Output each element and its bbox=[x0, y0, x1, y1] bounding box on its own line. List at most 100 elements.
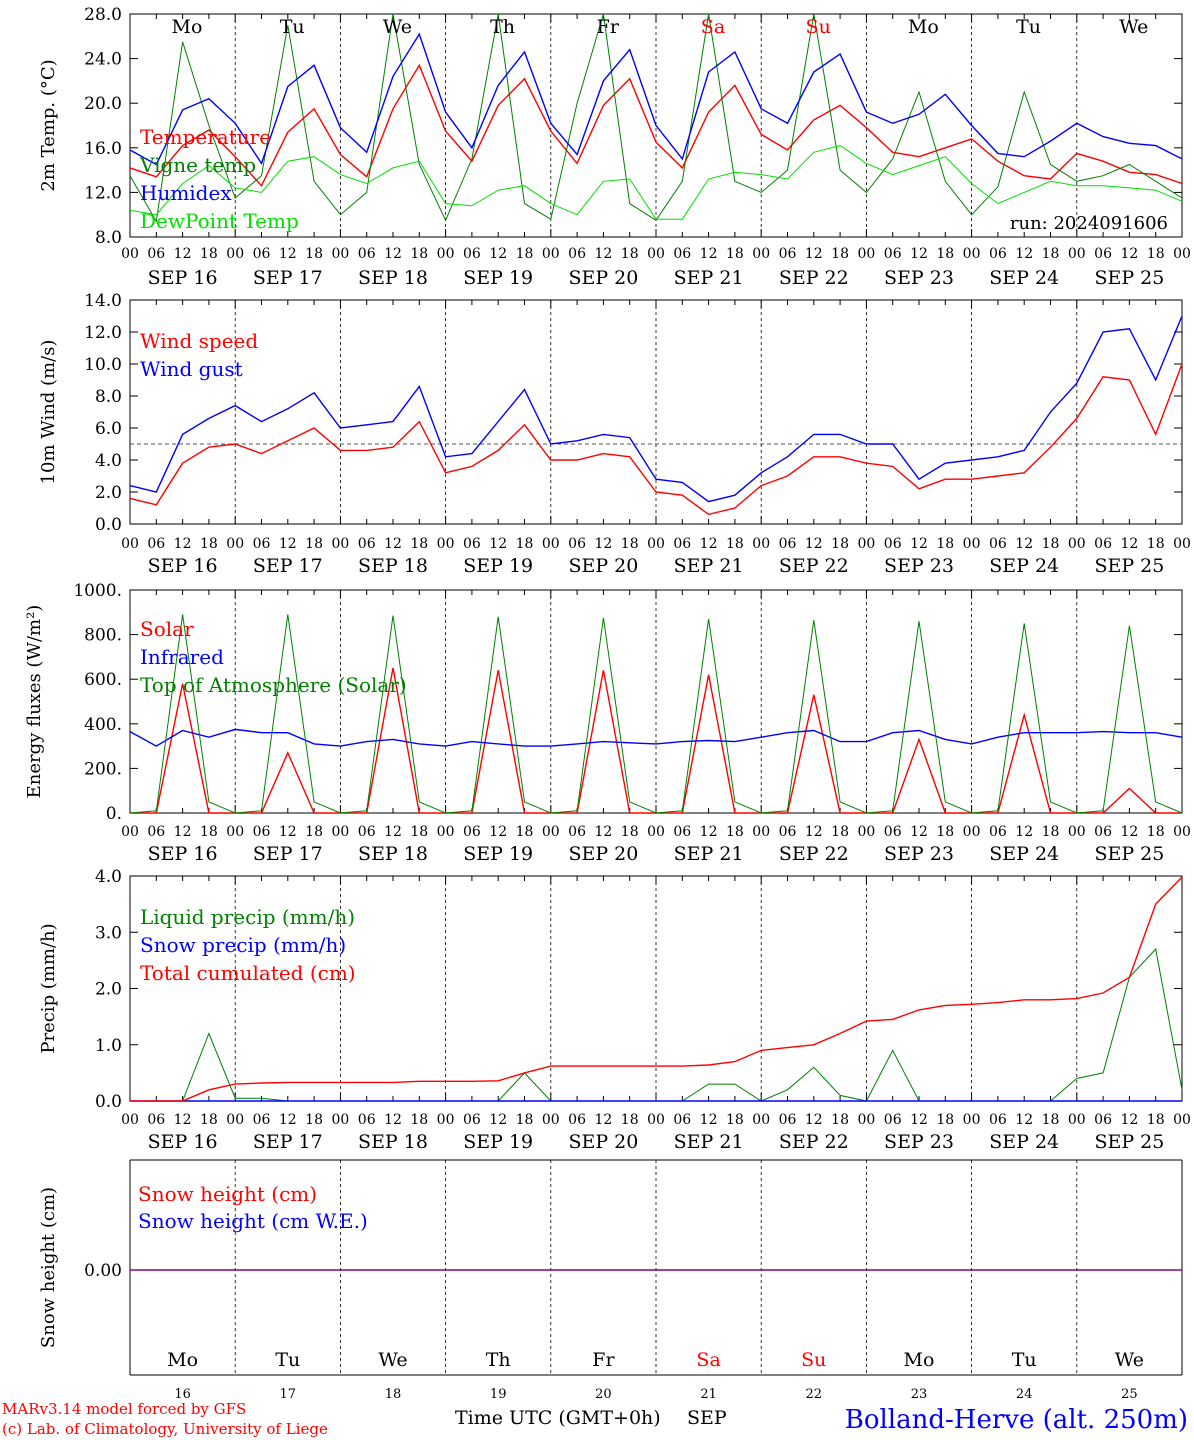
hour-tick-label: 12 bbox=[489, 246, 507, 262]
hour-tick-label: 18 bbox=[410, 1112, 428, 1128]
date-label: SEP 21 bbox=[674, 1131, 744, 1153]
hour-tick-label: 18 bbox=[410, 824, 428, 840]
date-label: SEP 20 bbox=[568, 267, 638, 289]
y-tick-label: 28.0 bbox=[84, 5, 122, 25]
hour-tick-label: 18 bbox=[621, 824, 639, 840]
date-label: SEP 19 bbox=[463, 555, 533, 577]
weekday-label: We bbox=[1119, 16, 1148, 38]
hour-tick-label: 06 bbox=[463, 246, 481, 262]
hour-tick-label: 18 bbox=[726, 246, 744, 262]
x-axis-label: Time UTC (GMT+0h) bbox=[455, 1407, 661, 1429]
bottom-day-number: 21 bbox=[700, 1387, 717, 1402]
hour-tick-label: 00 bbox=[542, 536, 560, 552]
weekday-label-bottom: Fr bbox=[592, 1349, 615, 1371]
date-label: SEP 21 bbox=[674, 843, 744, 865]
hour-tick-label: 00 bbox=[752, 246, 770, 262]
hour-tick-label: 00 bbox=[331, 824, 349, 840]
hour-tick-label: 06 bbox=[673, 1112, 691, 1128]
legend-entry: Wind speed bbox=[140, 329, 258, 353]
hour-tick-label: 00 bbox=[963, 1112, 981, 1128]
date-label: SEP 17 bbox=[253, 843, 323, 865]
hour-tick-label: 00 bbox=[331, 246, 349, 262]
legend-entry: Snow precip (mm/h) bbox=[140, 933, 346, 957]
y-tick-label: 20.0 bbox=[84, 94, 122, 114]
hour-tick-label: 18 bbox=[200, 246, 218, 262]
date-label: SEP 20 bbox=[568, 843, 638, 865]
hour-tick-label: 06 bbox=[673, 824, 691, 840]
hour-tick-label: 12 bbox=[489, 1112, 507, 1128]
hour-tick-label: 12 bbox=[1015, 246, 1033, 262]
hour-tick-label: 00 bbox=[226, 824, 244, 840]
bottom-day-number: 16 bbox=[174, 1387, 191, 1402]
y-axis-label-2: Energy fluxes (W/m²) bbox=[24, 605, 45, 799]
date-label: SEP 22 bbox=[779, 1131, 849, 1153]
series-energy-2 bbox=[129, 614, 1183, 814]
hour-tick-label: 06 bbox=[358, 246, 376, 262]
hour-tick-label: 12 bbox=[700, 536, 718, 552]
hour-tick-label: 18 bbox=[410, 246, 428, 262]
hour-tick-label: 18 bbox=[621, 1112, 639, 1128]
date-label: SEP 22 bbox=[779, 267, 849, 289]
hour-tick-label: 18 bbox=[516, 824, 534, 840]
hour-tick-label: 12 bbox=[489, 824, 507, 840]
date-label: SEP 25 bbox=[1094, 843, 1164, 865]
weekday-label: Su bbox=[806, 16, 831, 38]
hour-tick-label: 12 bbox=[700, 1112, 718, 1128]
hour-tick-label: 18 bbox=[200, 824, 218, 840]
hour-tick-label: 06 bbox=[358, 536, 376, 552]
bottom-day-number: 19 bbox=[490, 1387, 507, 1402]
y-tick-label: 4.0 bbox=[95, 867, 122, 887]
date-label: SEP 16 bbox=[148, 1131, 218, 1153]
y-tick-label: 12.0 bbox=[84, 183, 122, 203]
hour-tick-label: 12 bbox=[594, 1112, 612, 1128]
hour-tick-label: 18 bbox=[936, 246, 954, 262]
hour-tick-label: 12 bbox=[700, 824, 718, 840]
weekday-label: Th bbox=[490, 16, 515, 38]
date-label: SEP 25 bbox=[1094, 1131, 1164, 1153]
y-tick-label: 16.0 bbox=[84, 139, 122, 159]
hour-tick-label: 06 bbox=[884, 824, 902, 840]
hour-tick-label: 06 bbox=[884, 1112, 902, 1128]
hour-tick-label: 00 bbox=[331, 1112, 349, 1128]
hour-tick-label: 00 bbox=[963, 246, 981, 262]
y-tick-label: 0.0 bbox=[95, 1092, 122, 1112]
bottom-day-number: 24 bbox=[1016, 1387, 1033, 1402]
series-wind-1 bbox=[129, 315, 1183, 503]
hour-tick-label: 12 bbox=[805, 246, 823, 262]
hour-tick-label: 00 bbox=[542, 1112, 560, 1128]
y-tick-label: 600. bbox=[84, 670, 122, 690]
bottom-day-number: 22 bbox=[806, 1387, 823, 1402]
bottom-day-number: 25 bbox=[1121, 1387, 1138, 1402]
legend-entry: Snow height (cm) bbox=[138, 1182, 317, 1206]
date-label: SEP 24 bbox=[989, 267, 1059, 289]
hour-tick-label: 18 bbox=[1147, 824, 1165, 840]
legend-entry: Total cumulated (cm) bbox=[140, 961, 356, 985]
y-tick-label: 8.0 bbox=[95, 387, 122, 407]
hour-tick-label: 12 bbox=[384, 824, 402, 840]
date-label: SEP 24 bbox=[989, 1131, 1059, 1153]
hour-tick-label: 12 bbox=[1120, 536, 1138, 552]
hour-tick-label: 18 bbox=[621, 536, 639, 552]
hour-tick-label: 18 bbox=[831, 1112, 849, 1128]
weekday-label-bottom: Mo bbox=[904, 1349, 935, 1371]
hour-tick-label: 00 bbox=[1068, 536, 1086, 552]
hour-tick-label: 12 bbox=[910, 246, 928, 262]
hour-tick-label: 18 bbox=[936, 824, 954, 840]
hour-tick-label: 12 bbox=[489, 536, 507, 552]
hour-tick-label: 06 bbox=[673, 246, 691, 262]
hour-tick-label: 06 bbox=[779, 246, 797, 262]
hour-tick-label: 06 bbox=[673, 536, 691, 552]
weekday-label: Tu bbox=[280, 16, 305, 38]
date-label: SEP 22 bbox=[779, 843, 849, 865]
hour-tick-label: 12 bbox=[279, 536, 297, 552]
run-label: run: 2024091606 bbox=[1010, 213, 1168, 234]
station-label: Bolland-Herve (alt. 250m) bbox=[845, 1405, 1188, 1435]
hour-tick-label: 00 bbox=[226, 246, 244, 262]
hour-tick-label: 00 bbox=[857, 246, 875, 262]
hour-tick-label: 00 bbox=[437, 536, 455, 552]
hour-tick-label: 18 bbox=[1042, 536, 1060, 552]
weekday-label-bottom: Su bbox=[801, 1349, 826, 1371]
legend-entry: Vigne temp bbox=[139, 153, 256, 177]
hour-tick-label: 06 bbox=[253, 246, 271, 262]
hour-tick-label: 06 bbox=[1094, 1112, 1112, 1128]
